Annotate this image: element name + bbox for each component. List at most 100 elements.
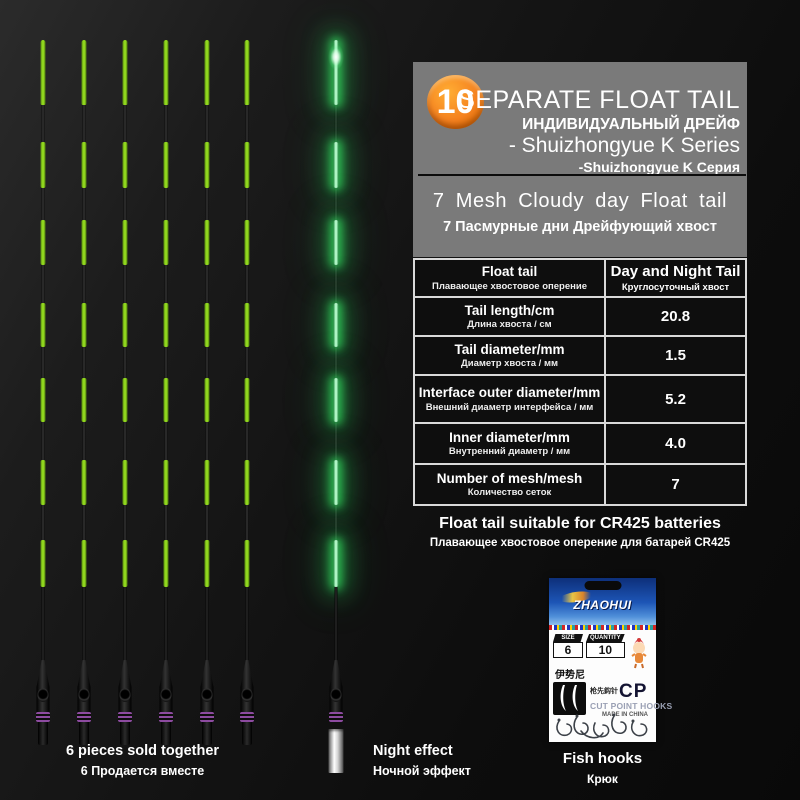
luminous-segment (333, 220, 339, 265)
connector-body (118, 660, 132, 712)
hole (119, 688, 131, 702)
connector-body (329, 660, 343, 712)
rod (334, 42, 338, 664)
spec-label-cell: Inner diameter/mm Внутренний диаметр / мм (413, 422, 606, 465)
luminous-segment (81, 378, 87, 422)
spec-row: Tail length/cm Длина хвоста / см 20.8 (413, 296, 747, 337)
luminous-segment (163, 303, 169, 347)
hook-type-chinese: 伊势尼 (555, 670, 585, 681)
hole (241, 688, 253, 702)
spec-value-cell: Day and Night Tail Круглосуточный хвост (604, 258, 747, 298)
product-titles: SEPARATE FLOAT TAIL ИНДИВИДУАЛЬНЫЙ ДРЕЙФ… (458, 87, 740, 175)
luminous-segment (204, 220, 210, 265)
hook-package: ZHAOHUI SIZE 6 QUANTITY 10 (549, 578, 673, 742)
battery (328, 729, 344, 773)
luminous-segment (244, 378, 250, 422)
hang-slot (584, 581, 621, 590)
luminous-segment (204, 40, 210, 105)
stem (164, 587, 168, 663)
divider-line (418, 174, 746, 176)
luminous-segment (40, 460, 46, 505)
size-value: 6 (553, 642, 583, 658)
size-quantity-table: SIZE 6 QUANTITY 10 (553, 634, 625, 658)
caption-hooks-russian: Крюк (587, 772, 618, 786)
caption-night-english: Night effect (373, 743, 453, 759)
stem (123, 587, 127, 663)
luminous-segment (163, 220, 169, 265)
hole (201, 688, 213, 702)
made-in-china-label: MADE IN CHINA (602, 712, 648, 718)
step-number-badge: 10 (427, 75, 484, 129)
float-tail (28, 0, 58, 800)
luminous-segment (244, 303, 250, 347)
luminous-segment (163, 378, 169, 422)
luminous-segment (333, 460, 339, 505)
series-english: - Shuizhongyue K Series (508, 133, 740, 157)
luminous-segment (40, 378, 46, 422)
hole (37, 688, 49, 702)
luminous-segment (122, 220, 128, 265)
luminous-segment (244, 460, 250, 505)
luminous-segment (40, 540, 46, 587)
title-russian: ИНДИВИДУАЛЬНЫЙ ДРЕЙФ (522, 115, 740, 133)
spec-row: Tail diameter/mm Диаметр хвоста / мм 1.5 (413, 335, 747, 376)
luminous-segment (163, 540, 169, 587)
luminous-segment (81, 142, 87, 188)
connector-body (36, 660, 50, 712)
luminous-segment (204, 460, 210, 505)
rings (329, 712, 343, 722)
luminous-segment (244, 40, 250, 105)
float-tail (192, 0, 222, 800)
spec-value-cell: 7 (604, 463, 747, 506)
luminous-segment (244, 142, 250, 188)
stem (245, 587, 249, 663)
float-tail (232, 0, 262, 800)
title-header: 10 SEPARATE FLOAT TAIL ИНДИВИДУАЛЬНЫЙ ДР… (413, 62, 747, 257)
spec-table: Float tail Плавающее хвостовое оперение Da… (413, 258, 747, 506)
connector-body (200, 660, 214, 712)
spec-label-cell: Tail length/cm Длина хвоста / см (413, 296, 606, 337)
luminous-segment (163, 460, 169, 505)
luminous-segment (122, 378, 128, 422)
luminous-segment (122, 40, 128, 105)
float-tail (110, 0, 140, 800)
luminous-segment (122, 540, 128, 587)
luminous-segment (122, 460, 128, 505)
cp-branding: 枪先鈎针CP CUT POINT HOOKS MADE IN CHINA (590, 681, 673, 718)
hole (160, 688, 172, 702)
tip (202, 722, 212, 745)
cp-logo: CP (619, 681, 648, 702)
mesh-subtitle: 7 Mesh Cloudy day Float tail 7 Пасмурные… (413, 190, 747, 235)
connector-body (77, 660, 91, 712)
spec-row: Inner diameter/mm Внутренний диаметр / мм… (413, 422, 747, 465)
tip (38, 722, 48, 745)
luminous-segment (204, 378, 210, 422)
rings (77, 712, 91, 722)
package-color-strip (549, 625, 656, 630)
package-header: ZHAOHUI (549, 578, 656, 625)
spec-row: Number of mesh/mesh Количество сеток 7 (413, 463, 747, 506)
rod (205, 42, 209, 664)
hole (330, 688, 342, 702)
luminous-segment (333, 540, 339, 587)
spec-label-cell: Number of mesh/mesh Количество сеток (413, 463, 606, 506)
luminous-segment (40, 40, 46, 105)
quantity-value: 10 (586, 642, 625, 658)
spec-value-cell: 4.0 (604, 422, 747, 465)
cut-point-hooks-label: CUT POINT HOOKS (590, 701, 673, 711)
connector-body (240, 660, 254, 712)
luminous-segment (244, 220, 250, 265)
mascot-illustration (631, 638, 647, 669)
size-label: SIZE (553, 634, 583, 642)
battery-note-russian: Плавающее хвостовое оперение для батарей… (429, 537, 731, 549)
rod (82, 42, 86, 664)
hook-silhouette-box (553, 682, 586, 715)
mesh-title-russian: 7 Пасмурные дни Дрейфующий хвост (443, 219, 717, 235)
tip (120, 722, 130, 745)
caption-night-effect: Night effect Ночной эффект (373, 743, 533, 778)
rings (200, 712, 214, 722)
connector-body (159, 660, 173, 712)
luminous-segment (163, 142, 169, 188)
tip (242, 722, 252, 745)
